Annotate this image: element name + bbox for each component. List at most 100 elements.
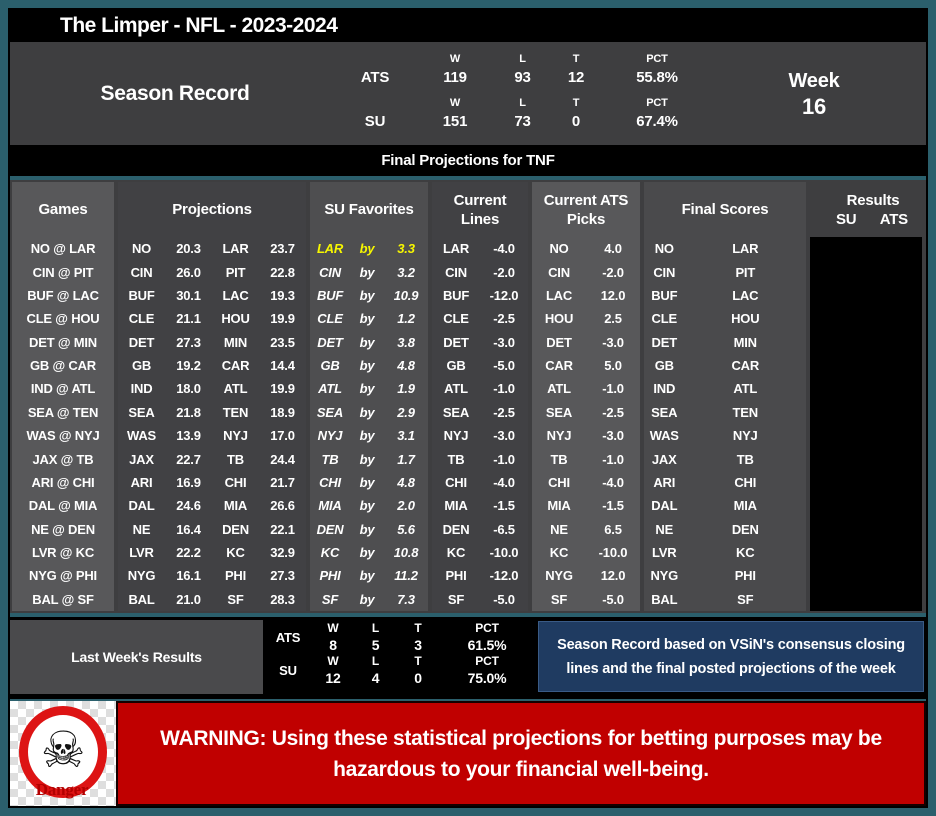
away-team: CIN: [130, 264, 153, 280]
away-team: BUF: [128, 287, 155, 303]
line-value: -1.5: [493, 498, 515, 514]
results-su-header: SU: [836, 210, 857, 228]
projection-row: DET 27.3 MIN 23.5: [118, 331, 306, 354]
line-value: -2.0: [493, 264, 515, 280]
sheet-inner: The Limper - NFL - 2023-2024 Season Reco…: [8, 8, 928, 808]
week-label: Week: [788, 69, 840, 92]
line-value: -6.5: [493, 521, 515, 537]
ats-label: ATS: [275, 630, 301, 645]
score-home-team: SF: [737, 591, 754, 607]
line-value: -5.0: [493, 358, 515, 374]
pick-value: -10.0: [598, 545, 628, 561]
matchup-row: JAX @ TB: [12, 447, 114, 470]
skull-crossbones-icon: ☠: [40, 721, 86, 779]
home-projection: 14.4: [270, 358, 295, 374]
su-favorite-row: CHI by 4.8: [310, 471, 428, 494]
score-away-team: BUF: [651, 287, 678, 303]
home-team: TEN: [222, 404, 249, 420]
pick-value: 5.0: [604, 358, 622, 374]
pick-value: -2.0: [602, 264, 624, 280]
projection-row: WAS 13.9 NYJ 17.0: [118, 424, 306, 447]
current-line-row: CLE -2.5: [432, 307, 528, 330]
home-team: TB: [227, 451, 244, 467]
line-value: -1.0: [493, 381, 515, 397]
away-projection: 21.0: [176, 591, 201, 607]
away-projection: 22.7: [176, 451, 201, 467]
favorite-team: LAR: [316, 241, 344, 257]
home-projection: 32.9: [270, 545, 295, 561]
col-header-w: W: [327, 654, 339, 668]
home-team: SF: [227, 591, 244, 607]
projection-row: IND 18.0 ATL 19.9: [118, 377, 306, 400]
divider: [10, 613, 926, 617]
home-team: HOU: [221, 311, 250, 327]
away-team: DET: [128, 334, 155, 350]
col-header-pct: PCT: [646, 97, 668, 109]
ats-pick-row: CAR 5.0: [532, 354, 640, 377]
current-line-row: SF -5.0: [432, 588, 528, 611]
favorite-margin: 7.3: [397, 591, 415, 607]
su-label: SU: [364, 113, 386, 130]
warning-text-line1: WARNING: Using these statistical project…: [160, 726, 882, 750]
score-away-team: DET: [651, 334, 678, 350]
line-team: BUF: [442, 287, 470, 303]
matchup-label: JAX @ TB: [32, 451, 94, 467]
by-label: by: [359, 241, 375, 257]
favorite-team: CHI: [319, 474, 341, 490]
final-score-row: CIN PIT: [644, 260, 806, 283]
col-header-t: T: [572, 97, 580, 109]
week-number: 16: [801, 93, 827, 119]
away-team: JAX: [129, 451, 154, 467]
pick-team: ATL: [547, 381, 571, 397]
by-label: by: [359, 334, 375, 350]
line-value: -1.0: [493, 451, 515, 467]
su-pct: 67.4%: [636, 113, 678, 130]
home-team: ATL: [223, 381, 248, 397]
favorite-margin: 3.1: [397, 428, 415, 444]
methodology-note: Season Record based on VSiN's consensus …: [538, 621, 924, 692]
ats-pick-row: KC -10.0: [532, 541, 640, 564]
su-label: SU: [279, 663, 297, 678]
final-score-row: LVR KC: [644, 541, 806, 564]
away-team: NE: [132, 521, 151, 537]
score-away-team: ARI: [653, 474, 676, 490]
score-away-team: SEA: [651, 404, 678, 420]
season-record-stats: W L T PCT ATS 119 93 12 55.8% W L T PCT …: [340, 42, 708, 145]
score-home-team: LAC: [732, 287, 759, 303]
su-favorite-row: SF by 7.3: [310, 588, 428, 611]
line-value: -12.0: [489, 568, 519, 584]
current-ats-picks-header: Current ATS Picks: [543, 191, 629, 228]
su-favorite-row: NYJ by 3.1: [310, 424, 428, 447]
home-projection: 24.4: [270, 451, 295, 467]
away-projection: 19.2: [176, 358, 201, 374]
current-line-row: CHI -4.0: [432, 471, 528, 494]
by-label: by: [359, 521, 375, 537]
matchup-row: NE @ DEN: [12, 518, 114, 541]
final-scores-header: Final Scores: [681, 201, 769, 218]
score-away-team: CIN: [653, 264, 676, 280]
current-line-row: DEN -6.5: [432, 518, 528, 541]
su-favorite-row: DET by 3.8: [310, 331, 428, 354]
matchup-label: LVR @ KC: [31, 545, 95, 561]
projection-row: LVR 22.2 KC 32.9: [118, 541, 306, 564]
su-wins: 151: [442, 113, 468, 130]
su-losses: 73: [514, 113, 531, 130]
favorite-margin: 10.9: [393, 287, 419, 303]
line-value: -4.0: [493, 241, 515, 257]
su-favorite-row: CLE by 1.2: [310, 307, 428, 330]
current-line-row: KC -10.0: [432, 541, 528, 564]
results-title: Results: [846, 191, 900, 209]
current-line-row: CIN -2.0: [432, 260, 528, 283]
pick-team: KC: [549, 545, 569, 561]
pick-team: NO: [549, 241, 569, 257]
home-projection: 19.3: [270, 287, 295, 303]
favorite-margin: 1.7: [397, 451, 415, 467]
line-value: -2.5: [493, 311, 515, 327]
by-label: by: [359, 428, 375, 444]
pick-value: 12.0: [600, 568, 626, 584]
home-projection: 19.9: [270, 381, 295, 397]
pick-team: CAR: [545, 358, 573, 374]
current-lines-rows: LAR -4.0 CIN -2.0 BUF -12.0 CLE -2.5 DET -3.0 GB -5…: [432, 237, 528, 611]
by-label: by: [359, 264, 375, 280]
current-ats-picks-column: Current ATS Picks NO 4.0 CIN -2.0 LAC 12.0 HOU…: [532, 182, 640, 611]
